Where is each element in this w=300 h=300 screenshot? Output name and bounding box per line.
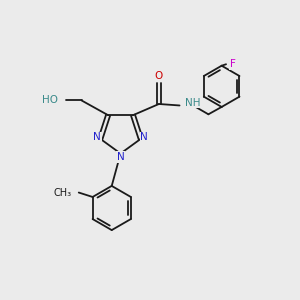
Text: HO: HO [42, 95, 58, 106]
Text: CH₃: CH₃ [54, 188, 72, 197]
Text: O: O [155, 71, 163, 81]
Text: N: N [117, 152, 124, 162]
Text: NH: NH [185, 98, 200, 107]
Text: N: N [93, 132, 101, 142]
Text: N: N [140, 132, 148, 142]
Text: F: F [230, 59, 236, 69]
